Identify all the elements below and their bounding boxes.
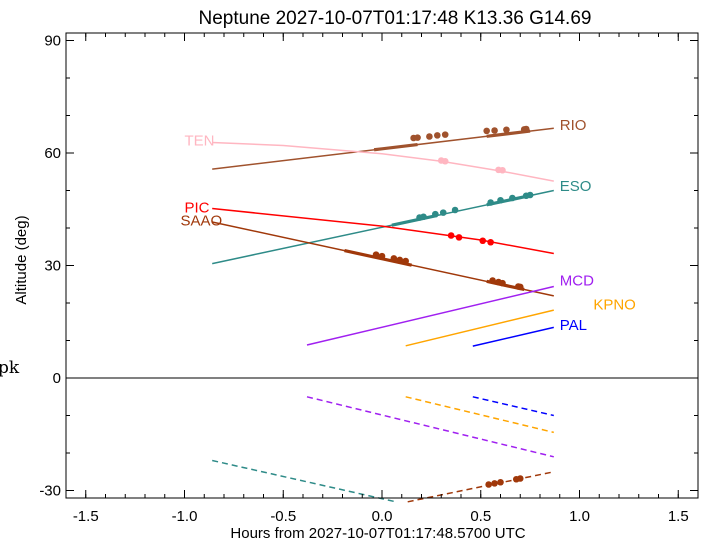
series-line-mcd — [306, 285, 554, 346]
observation-point — [489, 277, 496, 284]
x-tick-label: 0.5 — [470, 508, 491, 525]
observation-point — [483, 127, 490, 135]
site-label-eso: ESO — [560, 178, 592, 195]
site-label-rio: RIO — [560, 117, 587, 134]
site-label-ten: TEN — [185, 133, 215, 150]
observation-point — [499, 279, 506, 287]
site-label-saao: SAAO — [181, 213, 223, 230]
observation-point — [455, 234, 463, 241]
series-below-horizon-eso — [212, 459, 396, 503]
observation-point — [441, 131, 449, 138]
x-tick-label: -1.5 — [73, 508, 99, 525]
observation-point — [396, 256, 404, 264]
observation-window — [391, 213, 438, 227]
series-below-horizon-mcd — [306, 396, 554, 458]
y-tick-label: -30 — [39, 483, 61, 500]
series-rio: RIO — [212, 117, 587, 170]
observation-point — [503, 126, 510, 134]
series-kpno: KPNO — [405, 297, 636, 434]
observation-point — [491, 127, 498, 134]
observation-point — [516, 283, 524, 291]
observation-point — [441, 157, 449, 165]
series-below-horizon-kpno — [405, 396, 554, 434]
observation-point — [402, 257, 410, 265]
series-line-kpno — [405, 309, 554, 347]
observation-point — [420, 213, 427, 221]
series-eso: ESO — [212, 178, 592, 503]
series-below-horizon-saao — [407, 471, 554, 503]
x-tick-label: 1.0 — [569, 508, 590, 525]
observation-point — [526, 191, 534, 199]
site-label-mcd: MCD — [560, 273, 594, 290]
site-label-kpno: KPNO — [593, 297, 636, 314]
y-tick-label: 0 — [53, 370, 61, 387]
y-tick-label: 30 — [44, 258, 61, 275]
y-tick-label: 60 — [44, 145, 61, 162]
series-mcd: MCD — [306, 273, 594, 458]
observation-point — [497, 478, 504, 486]
observation-window — [373, 142, 418, 152]
series-line-pal — [472, 326, 554, 347]
site-label-pic: PIC — [185, 199, 210, 216]
observation-point — [432, 210, 439, 218]
x-axis-title: Hours from 2027-10-07T01:17:48.5700 UTC — [230, 525, 525, 542]
y-axis-title: Altitude (deg) — [13, 215, 30, 304]
x-tick-label: 1.5 — [668, 508, 689, 525]
observation-point — [499, 166, 506, 174]
observation-point — [487, 238, 494, 246]
observation-point — [516, 475, 524, 482]
observation-point — [439, 209, 447, 216]
axes: -1.5 -1.0 -0.5 0.0 0.5 1.0 1.5 -30 0 30 60 90 — [39, 32, 699, 525]
series-saao: SAAO — [181, 213, 554, 503]
series-line-ten — [212, 141, 554, 182]
observation-point — [487, 199, 494, 206]
observation-point — [390, 255, 398, 262]
observation-point — [372, 251, 380, 258]
observation-window — [486, 194, 531, 207]
observation-point — [497, 196, 504, 204]
observation-point — [414, 134, 421, 141]
observation-point — [378, 252, 386, 260]
observation-point — [479, 237, 487, 245]
y-tick-label: 90 — [44, 33, 61, 50]
series-line-pic — [212, 207, 554, 255]
series-pal: PAL — [472, 317, 587, 417]
observation-point — [491, 480, 498, 487]
plot-frame — [65, 32, 699, 499]
observation-point — [426, 133, 433, 140]
observation-point — [434, 132, 441, 139]
site-label-pal: PAL — [560, 317, 587, 334]
chart-title: Neptune 2027-10-07T01:17:48 K13.36 G14.6… — [199, 8, 592, 29]
stray-text: pk — [0, 358, 20, 378]
observation-point — [522, 125, 530, 133]
observation-point — [509, 194, 516, 202]
x-tick-label: -1.0 — [172, 508, 198, 525]
x-tick-label: -0.5 — [270, 508, 296, 525]
x-tick-label: 0.0 — [372, 508, 393, 525]
series-below-horizon-pal — [472, 396, 554, 417]
observation-point — [447, 232, 455, 239]
series-ten: TEN — [185, 133, 554, 182]
series-pic: PIC — [185, 199, 554, 255]
observation-point — [485, 481, 492, 488]
observation-point — [451, 206, 459, 214]
